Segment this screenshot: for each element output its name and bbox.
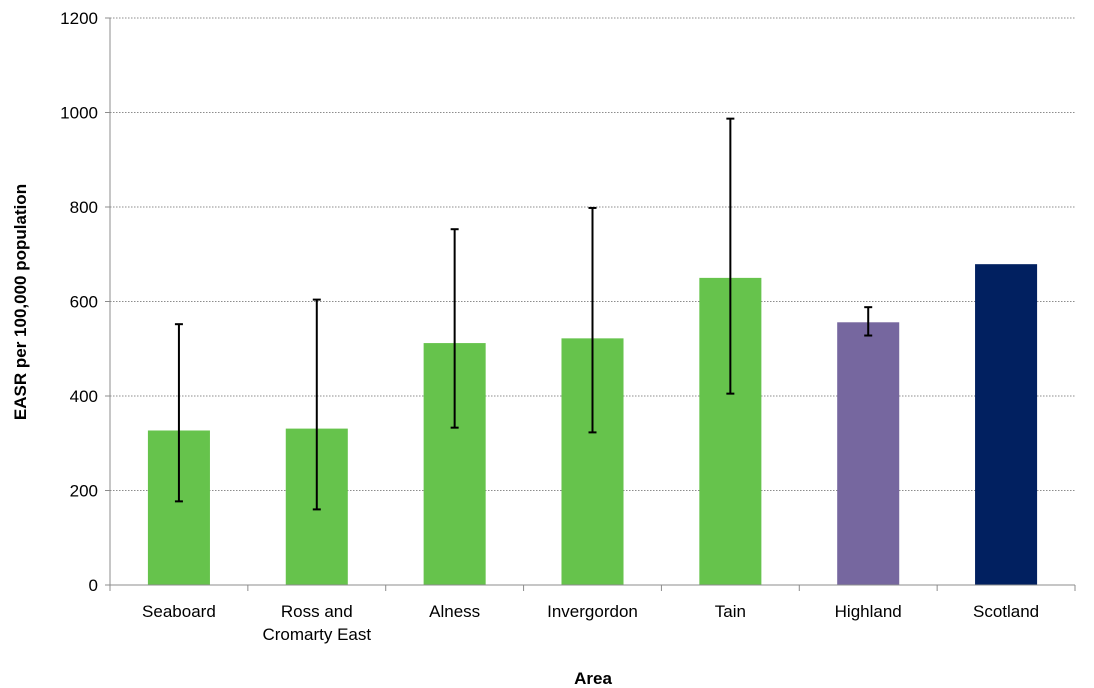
gridlines (110, 17, 1075, 491)
y-tick-label: 600 (70, 293, 98, 312)
y-tick-label: 400 (70, 387, 98, 406)
axes (105, 17, 1076, 591)
y-tick-labels: 0 200 400 600 800 1000 1200 (60, 9, 98, 595)
x-tick-label: Highland (835, 602, 902, 621)
x-axis-title: Area (574, 669, 612, 688)
x-tick-label: Seaboard (142, 602, 216, 621)
x-tick-label: Scotland (973, 602, 1039, 621)
error-bars (174, 117, 873, 511)
x-tick-label: Alness (429, 602, 480, 621)
y-axis-title: EASR per 100,000 population (11, 184, 30, 420)
bars (147, 264, 1038, 585)
bar (837, 322, 900, 585)
y-tick-label: 0 (89, 576, 98, 595)
x-tick-label: Invergordon (547, 602, 638, 621)
y-tick-label: 200 (70, 482, 98, 501)
x-tick-labels: Seaboard Ross and Cromarty East Alness Inver… (142, 602, 1039, 644)
bar (975, 264, 1038, 585)
x-tick-label: Ross and Cromarty East (262, 602, 371, 644)
y-tick-label: 800 (70, 198, 98, 217)
y-tick-label: 1200 (60, 9, 98, 28)
x-tick-label: Tain (715, 602, 746, 621)
y-tick-label: 1000 (60, 104, 98, 123)
